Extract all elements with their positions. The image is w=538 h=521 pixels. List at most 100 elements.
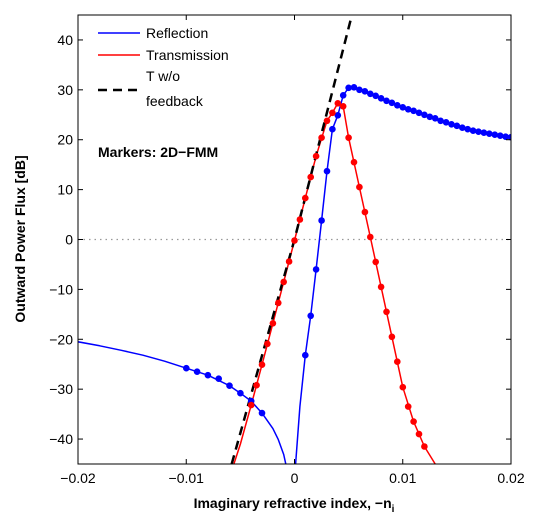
- marker-transmission: [356, 183, 363, 191]
- marker-transmission: [404, 403, 412, 410]
- marker-reflection: [312, 266, 320, 273]
- marker-transmission: [296, 216, 304, 223]
- marker-transmission: [269, 320, 277, 327]
- x-tick-labels: −0.02 −0.01 0 0.01 0.02: [60, 470, 525, 486]
- marker-reflection: [421, 111, 428, 119]
- marker-transmission: [285, 258, 293, 265]
- marker-reflection: [394, 102, 401, 109]
- marker-reflection: [183, 364, 190, 372]
- marker-reflection: [383, 97, 390, 105]
- marker-reflection: [302, 351, 309, 359]
- legend-label-reflection: Reflection: [146, 25, 208, 41]
- marker-reflection: [377, 95, 385, 102]
- marker-transmission: [264, 340, 271, 348]
- marker-reflection: [226, 382, 233, 390]
- x-tick-label: 0.01: [389, 470, 416, 486]
- marker-reflection: [339, 92, 347, 99]
- y-axis-label: Outward Power Flux [dB]: [12, 155, 28, 322]
- y-tick-label: 0: [65, 232, 73, 248]
- marker-reflection: [237, 389, 244, 397]
- marker-reflection: [361, 88, 369, 95]
- marker-transmission: [280, 278, 288, 286]
- marker-transmission: [361, 208, 369, 216]
- marker-reflection: [415, 109, 423, 117]
- marker-transmission: [323, 117, 331, 125]
- marker-transmission: [415, 430, 423, 438]
- y-tick-label: 40: [57, 32, 73, 48]
- marker-transmission: [302, 194, 309, 202]
- y-tick-labels: −40 −30 −20 −10 0 10 20 30 40: [49, 32, 73, 447]
- marker-reflection: [496, 132, 504, 139]
- marker-reflection: [372, 92, 380, 100]
- y-tick-label: 20: [57, 132, 73, 148]
- marker-reflection: [486, 130, 493, 137]
- marker-transmission: [345, 134, 352, 141]
- marker-transmission: [339, 103, 347, 110]
- markers-annotation: Markers: 2D−FMM: [98, 144, 218, 160]
- marker-transmission: [410, 418, 417, 425]
- marker-reflection: [388, 99, 396, 107]
- marker-transmission: [253, 381, 260, 389]
- marker-reflection: [453, 122, 461, 130]
- marker-reflection: [399, 104, 407, 111]
- y-tick-label: 10: [57, 182, 73, 198]
- marker-transmission: [394, 358, 401, 366]
- marker-transmission: [377, 283, 385, 291]
- marker-reflection: [204, 371, 212, 379]
- marker-reflection: [215, 375, 222, 383]
- legend-label-transmission: Transmission: [146, 47, 229, 63]
- marker-reflection: [426, 113, 434, 121]
- marker-transmission: [388, 333, 396, 341]
- series-markers: [183, 84, 511, 450]
- marker-reflection: [507, 133, 511, 141]
- marker-transmission: [329, 109, 336, 117]
- x-tick-label: −0.01: [169, 470, 205, 486]
- y-tick-label: −10: [49, 281, 73, 297]
- marker-transmission: [399, 383, 407, 391]
- y-tick-label: −20: [49, 331, 73, 347]
- marker-reflection: [329, 125, 336, 133]
- marker-transmission: [258, 361, 266, 369]
- marker-reflection: [350, 84, 358, 91]
- x-tick-label: 0.02: [497, 470, 524, 486]
- marker-reflection: [345, 84, 352, 92]
- y-tick-label: 30: [57, 82, 73, 98]
- marker-reflection: [323, 167, 331, 175]
- marker-reflection: [431, 115, 439, 122]
- y-tick-label: −30: [49, 381, 73, 397]
- marker-transmission: [318, 134, 325, 141]
- x-tick-label: 0: [291, 470, 299, 486]
- marker-transmission: [291, 237, 298, 244]
- marker-reflection: [258, 409, 266, 417]
- marker-reflection: [491, 131, 499, 138]
- marker-reflection: [334, 112, 342, 119]
- marker-reflection: [356, 86, 363, 94]
- marker-transmission: [350, 158, 358, 166]
- marker-reflection: [307, 312, 315, 320]
- marker-reflection: [410, 107, 417, 115]
- legend-label-t-without-feedback-line1: T w/o: [146, 68, 180, 84]
- marker-reflection: [367, 90, 374, 98]
- marker-reflection: [475, 128, 482, 135]
- marker-reflection: [404, 106, 412, 113]
- marker-reflection: [464, 125, 472, 133]
- marker-transmission: [372, 258, 380, 266]
- x-axis-label-subscript: i: [392, 504, 395, 515]
- marker-transmission: [421, 443, 428, 450]
- marker-reflection: [193, 368, 201, 376]
- marker-transmission: [307, 173, 315, 181]
- marker-reflection: [502, 133, 509, 140]
- marker-transmission: [275, 299, 282, 307]
- x-axis-label-main: Imaginary refractive index, −n: [194, 495, 392, 511]
- marker-reflection: [318, 217, 325, 224]
- marker-transmission: [247, 401, 255, 409]
- marker-reflection: [459, 124, 466, 131]
- legend: Reflection Transmission T w/o feedback: [98, 25, 229, 109]
- x-axis-label: Imaginary refractive index, −ni: [194, 495, 395, 515]
- y-tick-label: −40: [49, 431, 73, 447]
- marker-reflection: [448, 121, 455, 128]
- marker-transmission: [334, 100, 342, 107]
- marker-transmission: [367, 233, 374, 241]
- axis-ticks: [77, 15, 512, 464]
